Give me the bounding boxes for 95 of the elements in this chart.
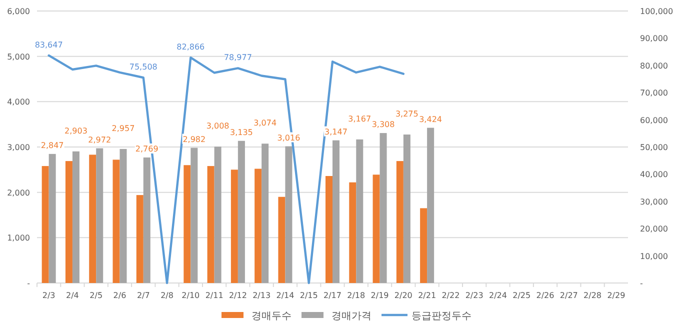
data-label: 2,847 [40,140,64,150]
bar [372,174,380,283]
bar [207,166,214,283]
data-label: 78,977 [224,53,252,62]
data-label: 2,769 [135,144,158,154]
bar [396,161,404,283]
x-tick-label: 2/13 [252,291,271,300]
bar [254,168,262,283]
data-label: 3,275 [395,110,418,119]
y2-tick-label: 60,000 [640,116,668,125]
bar [89,154,96,283]
x-tick-label: 2/14 [276,291,294,300]
bar [420,208,428,283]
bar [380,133,387,283]
x-tick-label: 2/6 [113,291,126,300]
x-tick-label: 2/19 [370,291,389,300]
data-label: 3,424 [419,114,442,124]
y2-tick-label: 10,000 [640,252,668,261]
data-label: 3,147 [324,127,348,136]
y-tick-label: 5,000 [7,52,30,62]
data-label: 3,308 [372,120,395,130]
x-tick-label: 2/12 [228,291,247,300]
bar [238,140,245,283]
x-tick-label: 2/10 [182,291,200,300]
legend-label: 등급판정두수 [412,311,472,322]
y2-tick-label: 30,000 [640,197,668,206]
bar [349,182,356,283]
data-label: 3,135 [230,128,253,137]
x-tick-label: 2/17 [324,291,342,300]
bar [230,170,238,283]
bar [65,161,72,283]
bar [326,176,332,283]
y-tick-label: 6,000 [7,7,30,16]
y2-tick-label: 80,000 [640,61,668,70]
bar [190,148,198,283]
x-tick-label: 2/11 [205,291,224,300]
data-label: 82,866 [176,42,205,52]
data-label: 83,647 [34,40,63,50]
bar [356,139,364,283]
x-tick-label: 2/25 [512,291,531,300]
bar [72,151,80,283]
data-label: 3,008 [206,122,230,131]
legend-label: 경매가격 [332,311,372,322]
bar [427,128,434,283]
bar [48,154,56,283]
bar [278,196,286,283]
bar [285,146,292,283]
y2-tick-label: 90,000 [640,34,668,44]
x-tick-label: 2/7 [136,291,150,300]
y2-tick-label: 70,000 [640,88,668,98]
bar [214,146,222,283]
x-tick-label: 2/3 [42,291,56,300]
y2-tick-label: 20,000 [640,224,668,234]
bar [184,165,191,283]
bar [112,160,120,283]
data-label: 3,074 [254,118,277,128]
bar [143,157,150,283]
data-label: 3,016 [277,133,300,142]
x-tick-label: 2/24 [488,291,507,300]
x-tick-label: 2/18 [347,291,366,300]
y-tick-label: - [27,279,30,288]
x-tick-label: 2/4 [66,291,79,300]
data-label: 2,982 [182,134,206,144]
data-label: 3,167 [348,114,372,124]
bar [262,144,269,283]
x-tick-label: 2/28 [584,291,602,300]
bar [403,134,410,283]
x-tick-label: 2/26 [536,291,554,300]
data-label: 2,957 [112,124,135,133]
bar [332,140,340,283]
y2-tick-label: 40,000 [640,170,668,180]
x-tick-label: 2/5 [90,291,103,300]
x-tick-label: 2/21 [418,291,436,300]
x-tick-label: 2/20 [394,291,412,300]
y-tick-label: 1,000 [7,234,30,243]
bar [120,148,127,283]
y-tick-label: 4,000 [7,98,30,107]
x-tick-label: 2/27 [560,291,578,300]
x-tick-label: 2/15 [300,291,318,300]
bar [42,166,49,283]
x-tick-label: 2/8 [160,291,174,300]
bar [96,148,104,283]
y2-tick-label: 50,000 [640,143,668,152]
legend-label: 경매두수 [252,311,292,322]
y2-tick-label: - [640,279,643,288]
y2-tick-label: 100,000 [640,7,674,16]
x-tick-label: 2/22 [442,291,460,300]
x-tick-label: 2/29 [607,291,626,300]
y-tick-label: 3,000 [7,143,30,152]
y-tick-label: 2,000 [7,188,30,198]
data-label: 2,972 [88,135,112,144]
x-tick-label: 2/23 [465,291,484,300]
data-label: 75,508 [129,62,158,72]
data-label: 2,903 [64,126,88,136]
bar [136,195,144,283]
